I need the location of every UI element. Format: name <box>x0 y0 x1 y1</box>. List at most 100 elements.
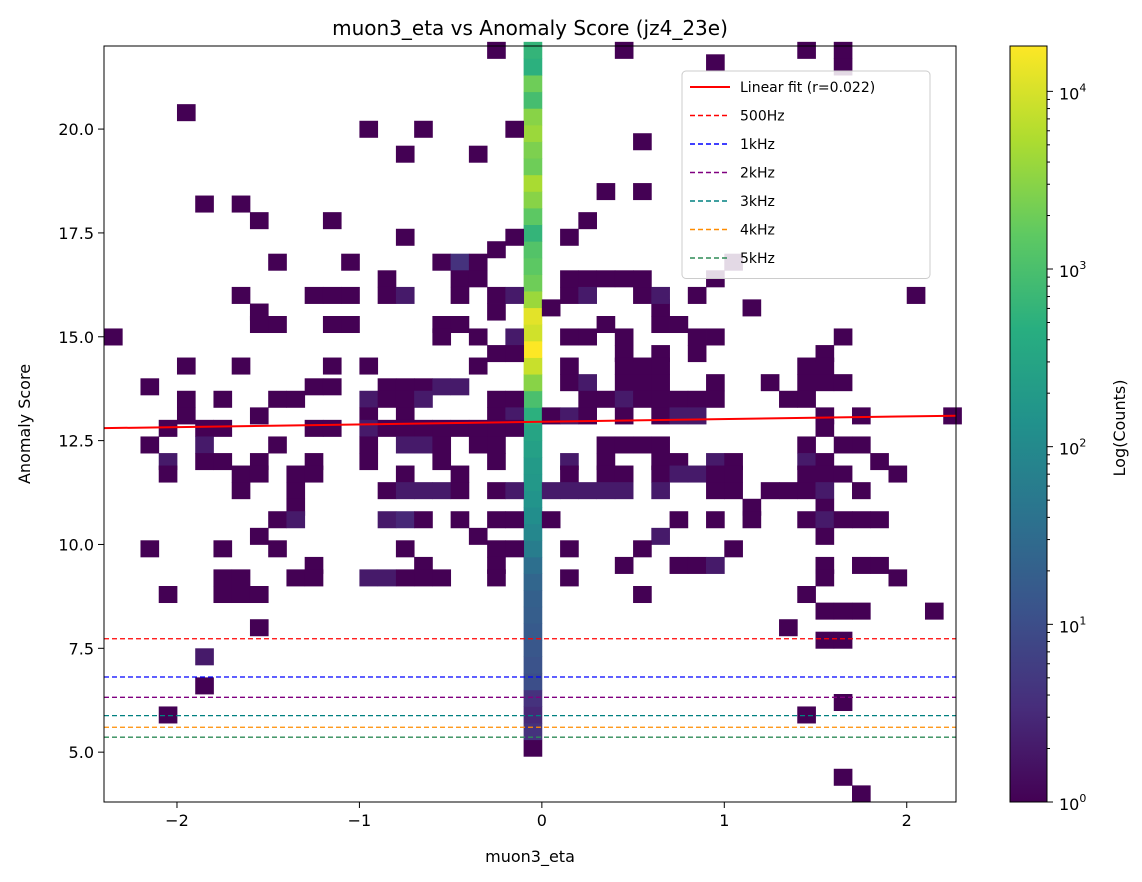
heatmap-cell <box>231 195 251 213</box>
heatmap-cell <box>450 482 470 500</box>
heatmap-cell <box>815 631 835 649</box>
legend-label: 2kHz <box>740 166 775 182</box>
heatmap-cell <box>450 378 470 396</box>
heatmap-cell <box>760 374 780 392</box>
heatmap-cell <box>724 482 743 500</box>
heatmap-cell <box>614 270 634 288</box>
heatmap-cell <box>468 357 488 375</box>
heatmap-cell <box>213 390 233 408</box>
heatmap-cell <box>523 124 543 142</box>
heatmap-cell <box>852 785 871 803</box>
heatmap-cell <box>231 569 251 587</box>
heatmap-cell <box>487 436 506 454</box>
heatmap-cell <box>633 270 652 288</box>
heatmap-cell <box>614 41 634 59</box>
heatmap-cell <box>706 556 725 574</box>
heatmap-cell <box>322 357 342 375</box>
legend-label: 4kHz <box>740 223 775 239</box>
x-tick-label: 0 <box>537 811 547 830</box>
heatmap-cell <box>633 540 652 558</box>
heatmap-cell <box>797 482 816 500</box>
heatmap-cell <box>687 465 707 483</box>
heatmap-cell <box>560 328 579 346</box>
heatmap-cell <box>706 328 725 346</box>
heatmap-cell <box>487 41 506 59</box>
heatmap-cell <box>414 120 433 138</box>
heatmap-cell <box>249 407 269 425</box>
heatmap-cell <box>487 453 506 471</box>
heatmap-cell <box>158 419 178 437</box>
heatmap-cell <box>669 556 689 574</box>
heatmap-cell <box>614 328 634 346</box>
heatmap-cell <box>523 390 543 408</box>
heatmap-cell <box>706 511 725 529</box>
heatmap-cell <box>541 407 561 425</box>
heatmap-cell <box>322 286 342 304</box>
heatmap-cell <box>560 407 579 425</box>
heatmap-cell <box>432 378 452 396</box>
heatmap-cell <box>395 419 415 437</box>
heatmap-cell <box>578 286 597 304</box>
heatmap-cell <box>523 58 543 76</box>
heatmap-cell <box>541 511 561 529</box>
heatmap-cell <box>523 208 543 226</box>
heatmap-cell <box>395 390 415 408</box>
heatmap-cell <box>651 374 670 392</box>
heatmap-cell <box>596 316 616 334</box>
heatmap-cell <box>414 569 433 587</box>
overlay-lines <box>103 414 957 738</box>
heatmap-cell <box>505 511 525 529</box>
heatmap-cell <box>614 357 634 375</box>
heatmap-cell <box>432 569 452 587</box>
heatmap-cell <box>195 677 214 695</box>
heatmap-cell <box>359 453 379 471</box>
heatmap-cell <box>523 473 543 491</box>
linear-fit-line <box>103 414 957 430</box>
x-axis-label: muon3_eta <box>485 847 575 867</box>
heatmap-cell <box>487 482 506 500</box>
heatmap-cell <box>468 145 488 163</box>
heatmap-cell <box>140 436 160 454</box>
heatmap-cell <box>596 390 616 408</box>
heatmap-cell <box>596 465 616 483</box>
heatmap-cell <box>268 253 287 271</box>
heatmap-cell <box>104 328 123 346</box>
heatmap-cell <box>578 482 597 500</box>
legend-box <box>681 70 931 279</box>
heatmap-cell <box>487 569 506 587</box>
heatmap-cell <box>395 145 415 163</box>
heatmap-cell <box>414 511 433 529</box>
heatmap-cell <box>523 307 543 325</box>
heatmap-cell <box>468 328 488 346</box>
heatmap-cell <box>523 540 543 558</box>
heatmap-cell <box>450 270 470 288</box>
heatmap-cell <box>596 183 616 201</box>
heatmap-cell <box>450 253 470 271</box>
heatmap-cell <box>322 316 342 334</box>
y-tick-label: 17.5 <box>58 224 94 243</box>
heatmap-cell <box>523 91 543 109</box>
heatmap-cell <box>286 390 306 408</box>
heatmap-cell <box>651 407 670 425</box>
legend-label: Linear fit (r=0.022) <box>740 80 875 96</box>
heatmap-cell <box>706 465 725 483</box>
heatmap-cell <box>523 158 543 176</box>
heatmap-cell <box>669 407 689 425</box>
heatmap-cell <box>450 316 470 334</box>
heatmap-cell <box>833 602 853 620</box>
heatmap-cell <box>651 390 670 408</box>
heatmap-cell <box>487 540 506 558</box>
heatmap-cell <box>268 511 287 529</box>
plot-frame <box>103 45 957 803</box>
heatmap-cell <box>213 419 233 437</box>
heatmap-cell <box>523 75 543 93</box>
heatmap-cell <box>523 374 543 392</box>
heatmap-cell <box>815 527 835 545</box>
x-tick-label: −2 <box>165 811 189 830</box>
heatmap-cell <box>797 511 816 529</box>
heatmap-cell <box>231 357 251 375</box>
heatmap-cell <box>505 419 525 437</box>
heatmap-cell <box>395 465 415 483</box>
heatmap-cell <box>614 556 634 574</box>
heatmap-cell <box>176 390 196 408</box>
